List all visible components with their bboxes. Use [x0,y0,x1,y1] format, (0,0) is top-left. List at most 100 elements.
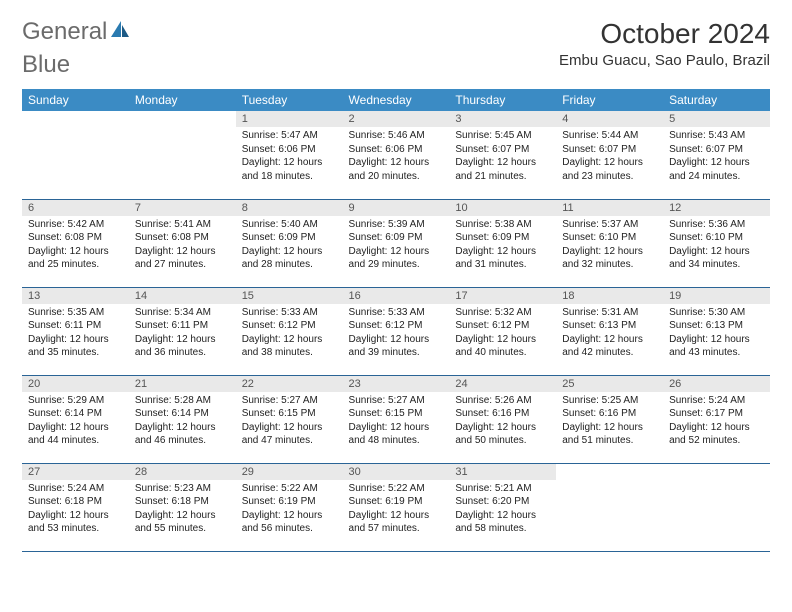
day-number: 10 [449,200,556,216]
daylight-text-1: Daylight: 12 hours [562,333,657,347]
calendar-cell: 8Sunrise: 5:40 AMSunset: 6:09 PMDaylight… [236,199,343,287]
daylight-text-1: Daylight: 12 hours [455,245,550,259]
calendar-cell: 7Sunrise: 5:41 AMSunset: 6:08 PMDaylight… [129,199,236,287]
sunrise-text: Sunrise: 5:27 AM [242,394,337,408]
daylight-text-2: and 29 minutes. [349,258,444,272]
weekday-header: Friday [556,89,663,111]
day-number: 17 [449,288,556,304]
calendar-cell: 11Sunrise: 5:37 AMSunset: 6:10 PMDayligh… [556,199,663,287]
sunset-text: Sunset: 6:19 PM [349,495,444,509]
sunset-text: Sunset: 6:19 PM [242,495,337,509]
sunset-text: Sunset: 6:14 PM [135,407,230,421]
daylight-text-2: and 20 minutes. [349,170,444,184]
calendar-cell: 22Sunrise: 5:27 AMSunset: 6:15 PMDayligh… [236,375,343,463]
calendar-cell: 27Sunrise: 5:24 AMSunset: 6:18 PMDayligh… [22,463,129,551]
sunrise-text: Sunrise: 5:29 AM [28,394,123,408]
sunrise-text: Sunrise: 5:31 AM [562,306,657,320]
daylight-text-1: Daylight: 12 hours [455,421,550,435]
daylight-text-2: and 56 minutes. [242,522,337,536]
calendar-cell: 30Sunrise: 5:22 AMSunset: 6:19 PMDayligh… [343,463,450,551]
daylight-text-1: Daylight: 12 hours [349,156,444,170]
calendar-row: 13Sunrise: 5:35 AMSunset: 6:11 PMDayligh… [22,287,770,375]
day-number: 13 [22,288,129,304]
sunrise-text: Sunrise: 5:24 AM [28,482,123,496]
day-number: 29 [236,464,343,480]
sunset-text: Sunset: 6:08 PM [135,231,230,245]
sunset-text: Sunset: 6:12 PM [349,319,444,333]
day-detail: Sunrise: 5:32 AMSunset: 6:12 PMDaylight:… [449,304,556,364]
calendar-cell [22,111,129,199]
day-number: 31 [449,464,556,480]
calendar-cell [129,111,236,199]
daylight-text-1: Daylight: 12 hours [28,509,123,523]
day-number: 30 [343,464,450,480]
calendar-cell: 18Sunrise: 5:31 AMSunset: 6:13 PMDayligh… [556,287,663,375]
calendar-head: SundayMondayTuesdayWednesdayThursdayFrid… [22,89,770,111]
day-detail: Sunrise: 5:45 AMSunset: 6:07 PMDaylight:… [449,127,556,187]
calendar-cell [663,463,770,551]
day-detail: Sunrise: 5:37 AMSunset: 6:10 PMDaylight:… [556,216,663,276]
daylight-text-2: and 43 minutes. [669,346,764,360]
sunrise-text: Sunrise: 5:28 AM [135,394,230,408]
calendar-page: General October 2024 Embu Guacu, Sao Pau… [0,0,792,562]
sunrise-text: Sunrise: 5:43 AM [669,129,764,143]
sunrise-text: Sunrise: 5:44 AM [562,129,657,143]
day-detail: Sunrise: 5:27 AMSunset: 6:15 PMDaylight:… [236,392,343,452]
daylight-text-2: and 51 minutes. [562,434,657,448]
calendar-cell: 5Sunrise: 5:43 AMSunset: 6:07 PMDaylight… [663,111,770,199]
sunrise-text: Sunrise: 5:34 AM [135,306,230,320]
daylight-text-1: Daylight: 12 hours [28,333,123,347]
sunset-text: Sunset: 6:10 PM [562,231,657,245]
day-detail: Sunrise: 5:27 AMSunset: 6:15 PMDaylight:… [343,392,450,452]
sunrise-text: Sunrise: 5:24 AM [669,394,764,408]
day-number: 14 [129,288,236,304]
sunrise-text: Sunrise: 5:33 AM [349,306,444,320]
daylight-text-2: and 40 minutes. [455,346,550,360]
day-number: 3 [449,111,556,127]
day-detail: Sunrise: 5:29 AMSunset: 6:14 PMDaylight:… [22,392,129,452]
day-detail: Sunrise: 5:35 AMSunset: 6:11 PMDaylight:… [22,304,129,364]
logo: General [22,18,133,46]
sunrise-text: Sunrise: 5:38 AM [455,218,550,232]
calendar-cell: 23Sunrise: 5:27 AMSunset: 6:15 PMDayligh… [343,375,450,463]
sunrise-text: Sunrise: 5:22 AM [242,482,337,496]
daylight-text-2: and 36 minutes. [135,346,230,360]
sunrise-text: Sunrise: 5:40 AM [242,218,337,232]
day-number: 23 [343,376,450,392]
weekday-header: Sunday [22,89,129,111]
sunset-text: Sunset: 6:06 PM [349,143,444,157]
daylight-text-2: and 52 minutes. [669,434,764,448]
calendar-cell: 12Sunrise: 5:36 AMSunset: 6:10 PMDayligh… [663,199,770,287]
day-detail: Sunrise: 5:39 AMSunset: 6:09 PMDaylight:… [343,216,450,276]
daylight-text-1: Daylight: 12 hours [349,509,444,523]
weekday-header: Saturday [663,89,770,111]
day-number: 16 [343,288,450,304]
calendar-cell: 26Sunrise: 5:24 AMSunset: 6:17 PMDayligh… [663,375,770,463]
day-detail: Sunrise: 5:22 AMSunset: 6:19 PMDaylight:… [236,480,343,540]
location-text: Embu Guacu, Sao Paulo, Brazil [559,52,770,69]
calendar-row: 27Sunrise: 5:24 AMSunset: 6:18 PMDayligh… [22,463,770,551]
daylight-text-2: and 48 minutes. [349,434,444,448]
daylight-text-2: and 23 minutes. [562,170,657,184]
daylight-text-2: and 38 minutes. [242,346,337,360]
day-detail: Sunrise: 5:41 AMSunset: 6:08 PMDaylight:… [129,216,236,276]
sunrise-text: Sunrise: 5:41 AM [135,218,230,232]
day-number: 19 [663,288,770,304]
daylight-text-2: and 39 minutes. [349,346,444,360]
sunset-text: Sunset: 6:09 PM [349,231,444,245]
daylight-text-2: and 57 minutes. [349,522,444,536]
calendar-cell: 20Sunrise: 5:29 AMSunset: 6:14 PMDayligh… [22,375,129,463]
daylight-text-2: and 44 minutes. [28,434,123,448]
day-detail: Sunrise: 5:46 AMSunset: 6:06 PMDaylight:… [343,127,450,187]
day-number: 8 [236,200,343,216]
daylight-text-1: Daylight: 12 hours [242,509,337,523]
sunrise-text: Sunrise: 5:33 AM [242,306,337,320]
day-detail: Sunrise: 5:28 AMSunset: 6:14 PMDaylight:… [129,392,236,452]
day-number: 26 [663,376,770,392]
day-detail: Sunrise: 5:44 AMSunset: 6:07 PMDaylight:… [556,127,663,187]
daylight-text-2: and 35 minutes. [28,346,123,360]
day-detail: Sunrise: 5:21 AMSunset: 6:20 PMDaylight:… [449,480,556,540]
day-detail: Sunrise: 5:26 AMSunset: 6:16 PMDaylight:… [449,392,556,452]
daylight-text-2: and 32 minutes. [562,258,657,272]
daylight-text-2: and 25 minutes. [28,258,123,272]
